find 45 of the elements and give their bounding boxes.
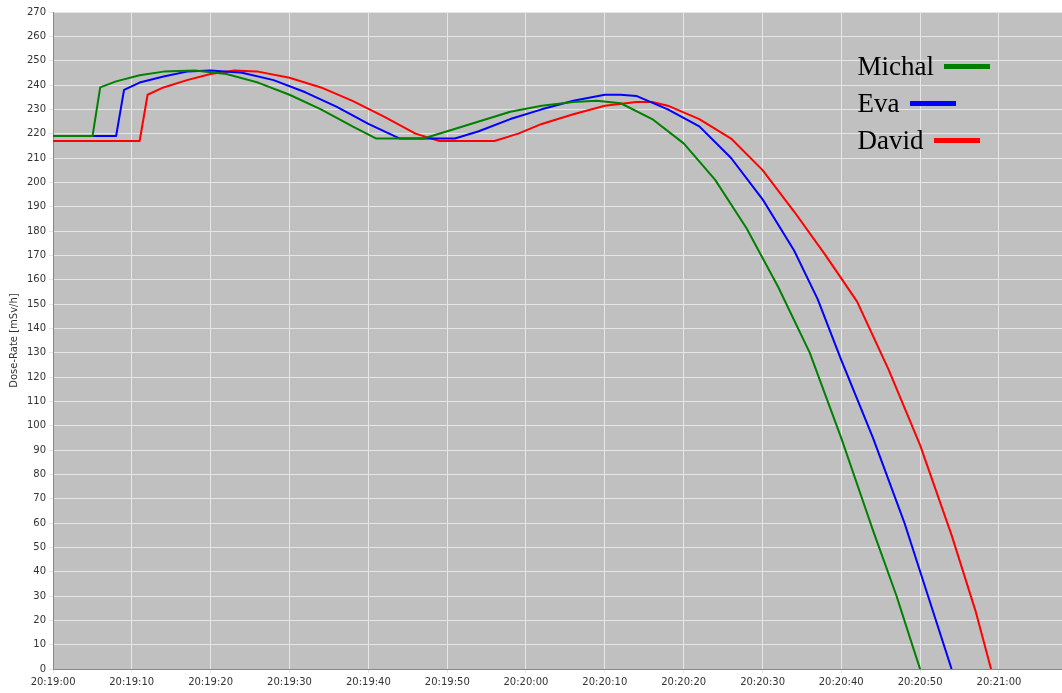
legend-label: Eva xyxy=(857,88,900,119)
x-tick-label: 20:19:20 xyxy=(188,675,234,687)
y-tick-label: 60 xyxy=(33,516,47,528)
y-tick-label: 260 xyxy=(26,29,47,41)
x-tick-label: 20:19:30 xyxy=(267,675,312,687)
y-tick-label: 250 xyxy=(26,54,47,66)
y-tick-label: 210 xyxy=(26,151,47,163)
x-tick-label: 20:20:50 xyxy=(897,675,943,687)
y-tick-label: 160 xyxy=(26,273,47,285)
y-tick-label: 80 xyxy=(33,467,47,479)
y-tick-label: 190 xyxy=(26,200,47,212)
x-tick-label: 20:19:40 xyxy=(345,675,391,687)
x-tick-label: 20:20:00 xyxy=(503,675,549,687)
y-tick-label: 200 xyxy=(26,175,47,187)
y-axis-title: Dose-Rate [mSv/h] xyxy=(7,293,19,388)
x-tick-label: 20:20:40 xyxy=(818,675,864,687)
y-tick-label: 230 xyxy=(26,102,47,114)
y-tick-label: 50 xyxy=(33,540,47,552)
y-tick-label: 110 xyxy=(26,394,47,406)
x-tick-label: 20:20:30 xyxy=(740,675,786,687)
y-tick-label: 100 xyxy=(26,419,47,431)
y-tick-label: 140 xyxy=(26,321,47,333)
x-tick-label: 20:19:50 xyxy=(424,675,470,687)
y-tick-label: 70 xyxy=(33,492,47,504)
y-tick-label: 180 xyxy=(26,224,47,236)
legend-label: Michal xyxy=(857,51,934,82)
y-tick-label: 10 xyxy=(33,638,47,650)
y-tick-label: 270 xyxy=(26,5,47,17)
y-tick-label: 240 xyxy=(26,78,47,90)
y-tick-label: 220 xyxy=(26,127,47,139)
y-tick-label: 30 xyxy=(33,589,47,601)
y-tick-label: 40 xyxy=(33,565,47,577)
legend-label: David xyxy=(857,125,924,156)
x-tick-label: 20:20:10 xyxy=(582,675,628,687)
y-tick-label: 20 xyxy=(33,613,47,625)
x-tick-label: 20:20:20 xyxy=(661,675,707,687)
y-tick-label: 150 xyxy=(26,297,47,309)
x-tick-label: 20:19:00 xyxy=(30,675,76,687)
x-tick-label: 20:21:00 xyxy=(976,675,1022,687)
y-tick-label: 120 xyxy=(26,370,47,382)
y-tick-label: 0 xyxy=(39,662,47,674)
y-tick-label: 170 xyxy=(26,248,47,260)
y-tick-label: 130 xyxy=(26,346,47,358)
y-tick-label: 90 xyxy=(33,443,47,455)
x-tick-label: 20:19:10 xyxy=(109,675,155,687)
